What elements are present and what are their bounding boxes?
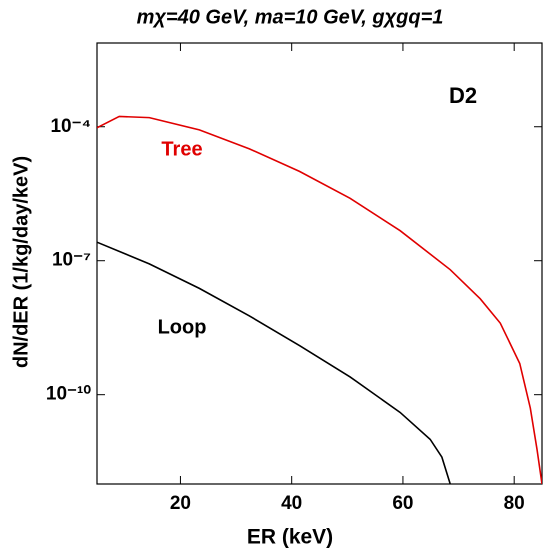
chart-title: mχ=40 GeV, ma=10 GeV, gχgq=1 <box>137 6 444 28</box>
x-tick-label: 20 <box>170 493 191 514</box>
series-line <box>97 115 542 484</box>
y-tick-label: 10⁻⁷ <box>52 250 91 271</box>
x-tick-label: 80 <box>504 493 525 514</box>
annotation: D2 <box>449 83 477 108</box>
y-tick-label: 10⁻¹⁰ <box>46 384 91 405</box>
annotation: Tree <box>161 138 202 160</box>
y-axis-label: dN/dER (1/kg/day/keV) <box>10 156 32 368</box>
x-axis-label: ER (keV) <box>247 526 333 549</box>
x-tick-label: 60 <box>392 493 413 514</box>
plot-frame <box>96 42 543 485</box>
y-tick-label: 10⁻⁴ <box>50 116 91 137</box>
series-line <box>97 241 451 484</box>
x-tick-label: 40 <box>281 493 302 514</box>
annotation: Loop <box>158 316 207 338</box>
